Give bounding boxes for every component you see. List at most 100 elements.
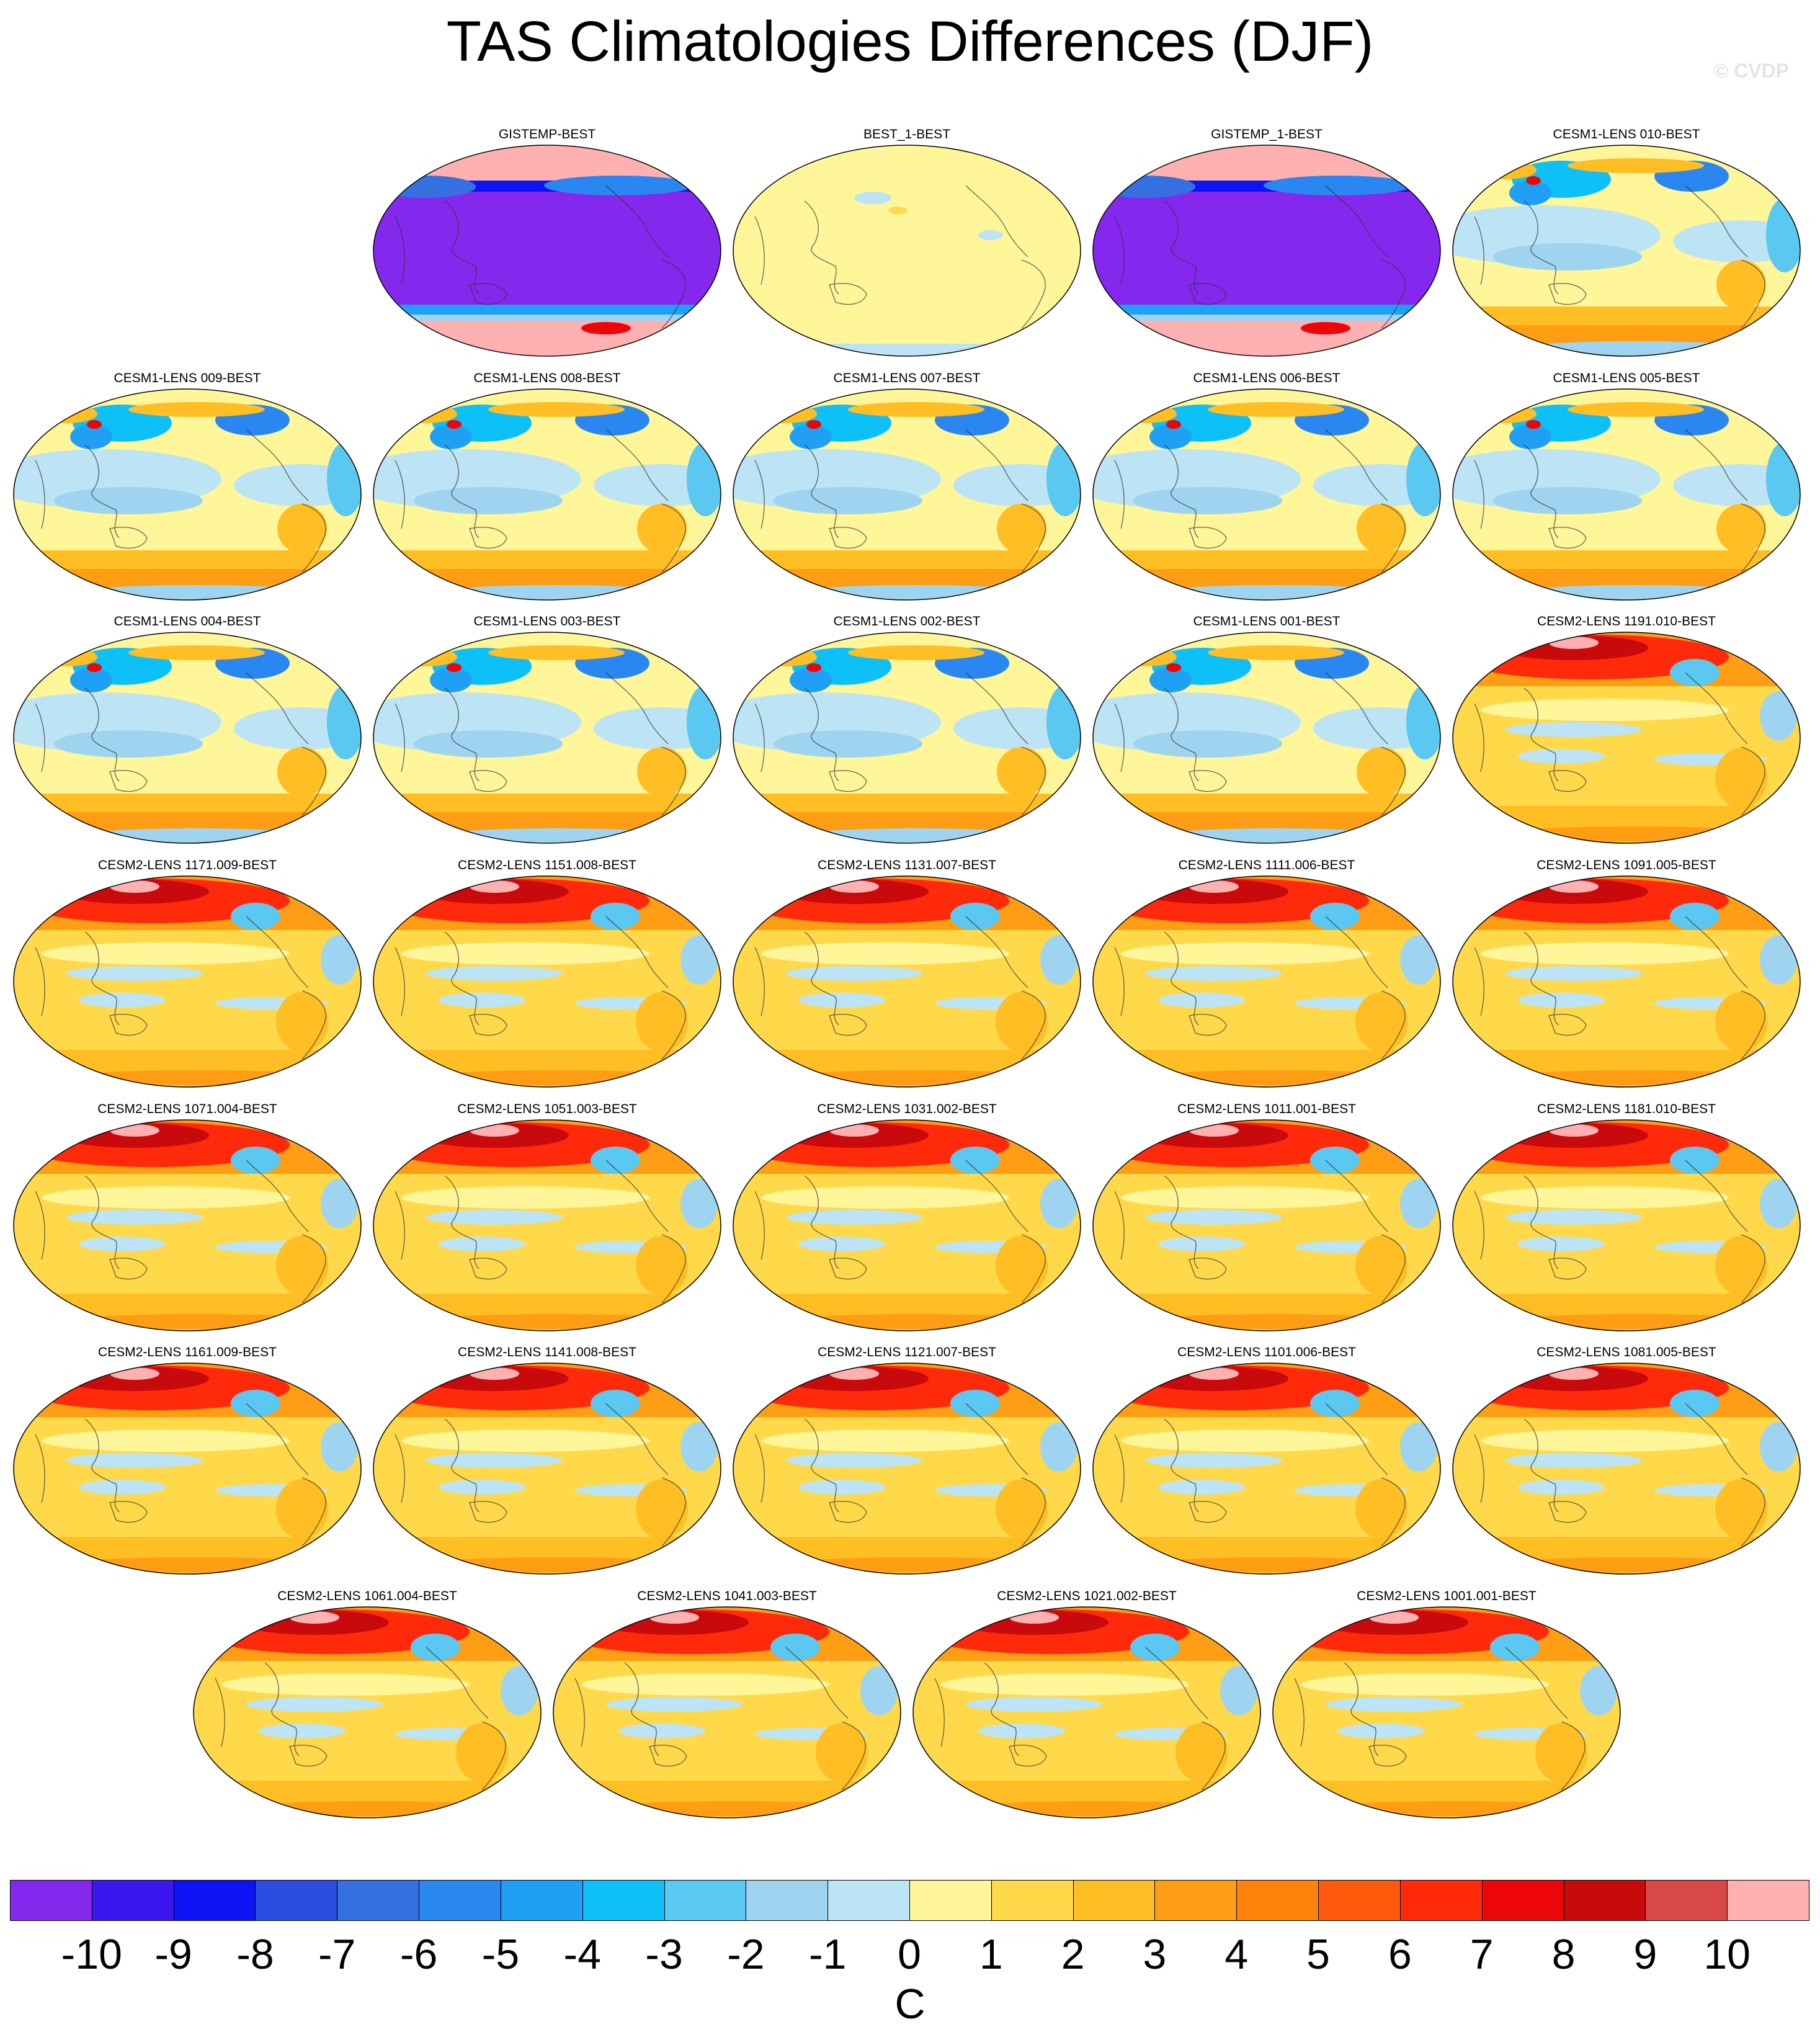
north-hotspot — [649, 1611, 699, 1624]
north-hotspot — [1166, 663, 1181, 672]
map-panel: CESM1-LENS 001-BEST — [1090, 614, 1443, 846]
map-panel: CESM2-LENS 1171.009-BEST — [11, 858, 364, 1090]
south-band — [733, 550, 1081, 569]
asia-coast — [1523, 931, 1559, 1026]
cool-band — [1506, 1453, 1642, 1468]
neutral-band — [581, 1673, 829, 1696]
north-hotspot — [110, 1367, 159, 1380]
coastlines — [395, 1403, 686, 1547]
colorbar-swatch — [255, 1880, 338, 1921]
map-outline — [373, 1362, 721, 1575]
coastlines — [35, 1403, 326, 1547]
coastlines — [35, 1160, 326, 1304]
north-warm — [488, 645, 625, 660]
colorbar-tick-label: -10 — [61, 1931, 122, 1978]
world-map — [1452, 632, 1801, 844]
cool-band — [774, 730, 922, 758]
north-cool — [1310, 1147, 1360, 1174]
africa-coast — [1114, 1434, 1125, 1503]
cool-band — [1518, 749, 1605, 764]
map-panel: CESM2-LENS 1181.010-BEST — [1450, 1102, 1803, 1334]
land-warm — [277, 504, 327, 553]
coastlines — [934, 1647, 1226, 1791]
coastlines — [1114, 1403, 1406, 1547]
north-cool — [790, 424, 832, 449]
panel-label: CESM2-LENS 1151.008-BEST — [458, 858, 636, 872]
map-outline — [13, 1362, 362, 1575]
land-warm — [1715, 748, 1767, 808]
north-hotspot — [1526, 176, 1541, 185]
world-map — [1452, 1119, 1801, 1331]
north-america-coast — [605, 916, 669, 988]
panel-label: CESM2-LENS 1131.007-BEST — [818, 858, 996, 872]
colorbar-swatch — [500, 1880, 583, 1921]
asia-coast — [1164, 200, 1199, 295]
north-warm — [1474, 405, 1537, 423]
north-cool — [591, 1147, 640, 1174]
cool-band — [246, 1697, 383, 1712]
panel-label: CESM2-LENS 1181.010-BEST — [1537, 1102, 1716, 1116]
north-warm — [35, 648, 97, 666]
cool-band — [786, 1210, 922, 1225]
north-america-coast — [1145, 1647, 1208, 1719]
asia-coast — [1344, 1662, 1379, 1756]
south-america-coast — [1381, 1477, 1406, 1547]
land-warm — [996, 992, 1048, 1052]
colorbar-tick-label: 5 — [1306, 1931, 1330, 1978]
australia-coast — [1009, 1745, 1047, 1767]
africa-coast — [754, 703, 765, 772]
north-warm — [1568, 158, 1704, 173]
panel-label: CESM1-LENS 007-BEST — [833, 371, 981, 385]
cool-band — [1146, 1210, 1282, 1225]
land-warm — [816, 1723, 868, 1783]
panel-label: CESM2-LENS 1041.003-BEST — [637, 1589, 817, 1603]
south-band — [1093, 315, 1440, 321]
north-warm — [848, 402, 984, 417]
world-map — [373, 1362, 721, 1575]
asia-coast — [444, 200, 480, 295]
asia-coast — [84, 931, 120, 1026]
panel-label: CESM1-LENS 003-BEST — [473, 614, 621, 629]
land-warm — [277, 747, 327, 797]
south-america-coast — [661, 1234, 686, 1304]
asia-coast — [804, 931, 839, 1026]
south-anomaly — [1301, 322, 1350, 334]
australia-coast — [1368, 1745, 1407, 1767]
australia-coast — [829, 1501, 867, 1523]
figure-title: TAS Climatologies Differences (DJF) — [446, 10, 1374, 73]
map-outline — [1452, 388, 1801, 601]
map-panel: CESM1-LENS 004-BEST — [11, 614, 364, 846]
map-panel: CESM2-LENS 1141.008-BEST — [370, 1345, 724, 1577]
cool-band — [79, 1237, 166, 1251]
neutral-band — [42, 1429, 290, 1452]
world-map — [1092, 875, 1441, 1088]
south-america-coast — [301, 990, 326, 1060]
north-cool — [231, 903, 280, 930]
asia-coast — [984, 1662, 1019, 1756]
africa-coast — [1474, 947, 1484, 1016]
south-america-coast — [1741, 1234, 1765, 1304]
world-map — [733, 388, 1081, 601]
south-warm — [780, 1070, 1053, 1085]
north-warm — [488, 402, 625, 417]
south-warm — [1140, 1070, 1412, 1085]
east-cool — [1406, 685, 1440, 759]
australia-coast — [109, 770, 148, 792]
australia-coast — [829, 527, 867, 549]
north-hotspot — [470, 880, 519, 893]
panel-label: GISTEMP_1-BEST — [1211, 127, 1323, 141]
east-cool — [1760, 935, 1797, 985]
asia-coast — [804, 1175, 839, 1269]
panel-label: CESM1-LENS 002-BEST — [833, 614, 981, 629]
coastlines — [754, 916, 1046, 1060]
world-map — [373, 875, 721, 1088]
asia-coast — [804, 1418, 839, 1513]
colorbar-swatch — [827, 1880, 910, 1921]
map-outline — [13, 875, 362, 1088]
land-warm — [636, 1236, 688, 1295]
world-map — [373, 632, 721, 844]
coastlines — [754, 672, 1046, 816]
south-warm — [420, 1070, 693, 1085]
south-america-coast — [1381, 259, 1406, 329]
africa-coast — [35, 1434, 45, 1503]
